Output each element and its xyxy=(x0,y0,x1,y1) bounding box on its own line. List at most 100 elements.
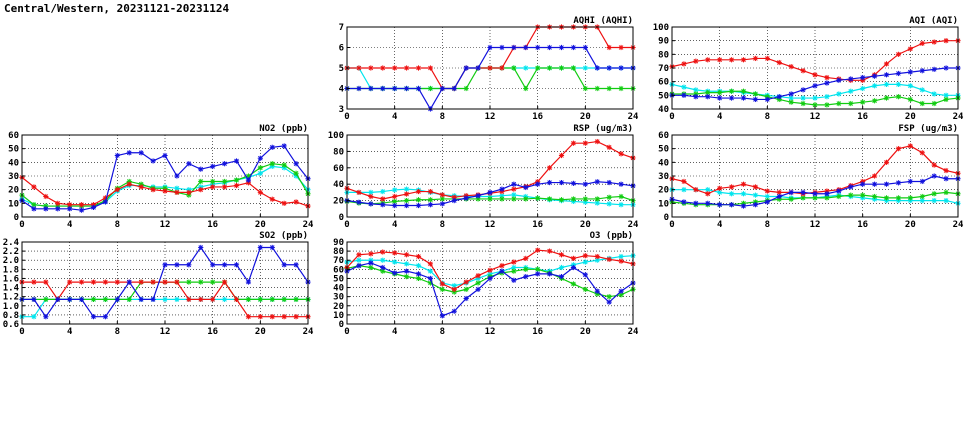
data-point xyxy=(380,188,386,195)
y-tick-label: 30 xyxy=(8,172,19,182)
y-tick-label: 50 xyxy=(658,91,669,101)
data-point xyxy=(582,259,588,265)
x-tick-label: 4 xyxy=(392,220,398,230)
data-point xyxy=(356,189,362,195)
data-point xyxy=(198,178,204,185)
data-point xyxy=(931,91,937,97)
data-point xyxy=(860,192,866,198)
data-point xyxy=(221,296,228,302)
x-tick-label: 8 xyxy=(765,112,770,122)
data-point xyxy=(919,100,925,107)
data-point xyxy=(895,81,902,87)
data-point xyxy=(293,262,299,268)
data-point xyxy=(403,85,410,92)
x-tick-label: 8 xyxy=(440,112,445,122)
data-point xyxy=(221,184,228,190)
data-point xyxy=(740,57,747,63)
chart-title: AQHI (AQHI) xyxy=(573,16,633,26)
data-point xyxy=(582,85,588,92)
data-point xyxy=(800,68,806,74)
x-tick-label: 0 xyxy=(344,112,349,122)
data-point xyxy=(439,313,445,319)
data-point xyxy=(943,96,949,103)
data-point xyxy=(570,180,577,186)
x-tick-label: 4 xyxy=(717,112,723,122)
data-point xyxy=(126,279,132,285)
data-point xyxy=(221,262,228,268)
data-point xyxy=(403,274,410,280)
data-point xyxy=(78,207,85,213)
x-tick-label: 20 xyxy=(905,220,916,230)
data-point xyxy=(728,202,735,208)
data-point xyxy=(824,74,830,81)
data-point xyxy=(392,198,398,205)
y-tick-label: 1.6 xyxy=(3,274,19,284)
data-point xyxy=(931,191,937,197)
data-point xyxy=(427,202,434,208)
data-point xyxy=(824,195,830,201)
data-point xyxy=(824,80,830,86)
data-point xyxy=(403,261,410,267)
data-point xyxy=(752,192,759,198)
data-point xyxy=(415,275,422,282)
data-point xyxy=(380,202,386,208)
data-point xyxy=(475,280,481,286)
data-point xyxy=(606,179,612,186)
data-point xyxy=(126,296,132,302)
data-point xyxy=(221,161,228,167)
data-point xyxy=(618,85,624,92)
y-tick-label: 1.8 xyxy=(3,265,19,275)
data-point xyxy=(594,85,600,92)
y-tick-label: 50 xyxy=(333,274,344,284)
data-point xyxy=(558,274,565,280)
data-point xyxy=(582,44,588,51)
data-point xyxy=(523,266,529,272)
data-point xyxy=(705,187,711,193)
data-point xyxy=(618,181,624,187)
data-point xyxy=(582,196,588,202)
x-tick-label: 0 xyxy=(344,327,349,337)
y-tick-label: 0.8 xyxy=(3,311,19,321)
data-point xyxy=(43,296,49,302)
x-tick-label: 20 xyxy=(580,112,591,122)
data-point xyxy=(931,100,937,107)
data-point xyxy=(788,196,794,202)
data-point xyxy=(907,96,913,103)
data-point xyxy=(392,270,398,276)
y-tick-label: 20 xyxy=(8,186,19,196)
data-point xyxy=(943,65,949,71)
data-point xyxy=(403,268,410,274)
data-point xyxy=(31,314,37,320)
data-point xyxy=(463,85,469,92)
data-point xyxy=(198,166,204,172)
data-point xyxy=(150,187,156,193)
data-point xyxy=(728,88,735,94)
data-point xyxy=(245,314,252,320)
data-point xyxy=(717,185,723,191)
data-point xyxy=(114,187,120,193)
data-point xyxy=(281,262,287,268)
data-point xyxy=(523,184,529,191)
data-point xyxy=(210,178,216,185)
data-point xyxy=(717,189,723,195)
data-point xyxy=(523,85,529,92)
data-point xyxy=(451,308,457,314)
data-point xyxy=(740,203,747,209)
data-point xyxy=(427,275,434,282)
data-point xyxy=(618,193,624,200)
data-point xyxy=(535,271,541,277)
data-point xyxy=(463,279,469,285)
data-point xyxy=(67,206,73,212)
data-point xyxy=(245,177,252,183)
data-point xyxy=(499,44,505,51)
x-tick-label: 16 xyxy=(857,220,868,230)
data-point xyxy=(392,187,398,193)
data-point xyxy=(415,263,422,269)
data-point xyxy=(31,296,37,302)
data-point xyxy=(487,189,493,195)
data-point xyxy=(848,76,854,82)
data-point xyxy=(871,83,878,89)
data-point xyxy=(558,197,565,203)
data-point xyxy=(594,179,600,185)
y-tick-label: 2.2 xyxy=(3,247,19,257)
